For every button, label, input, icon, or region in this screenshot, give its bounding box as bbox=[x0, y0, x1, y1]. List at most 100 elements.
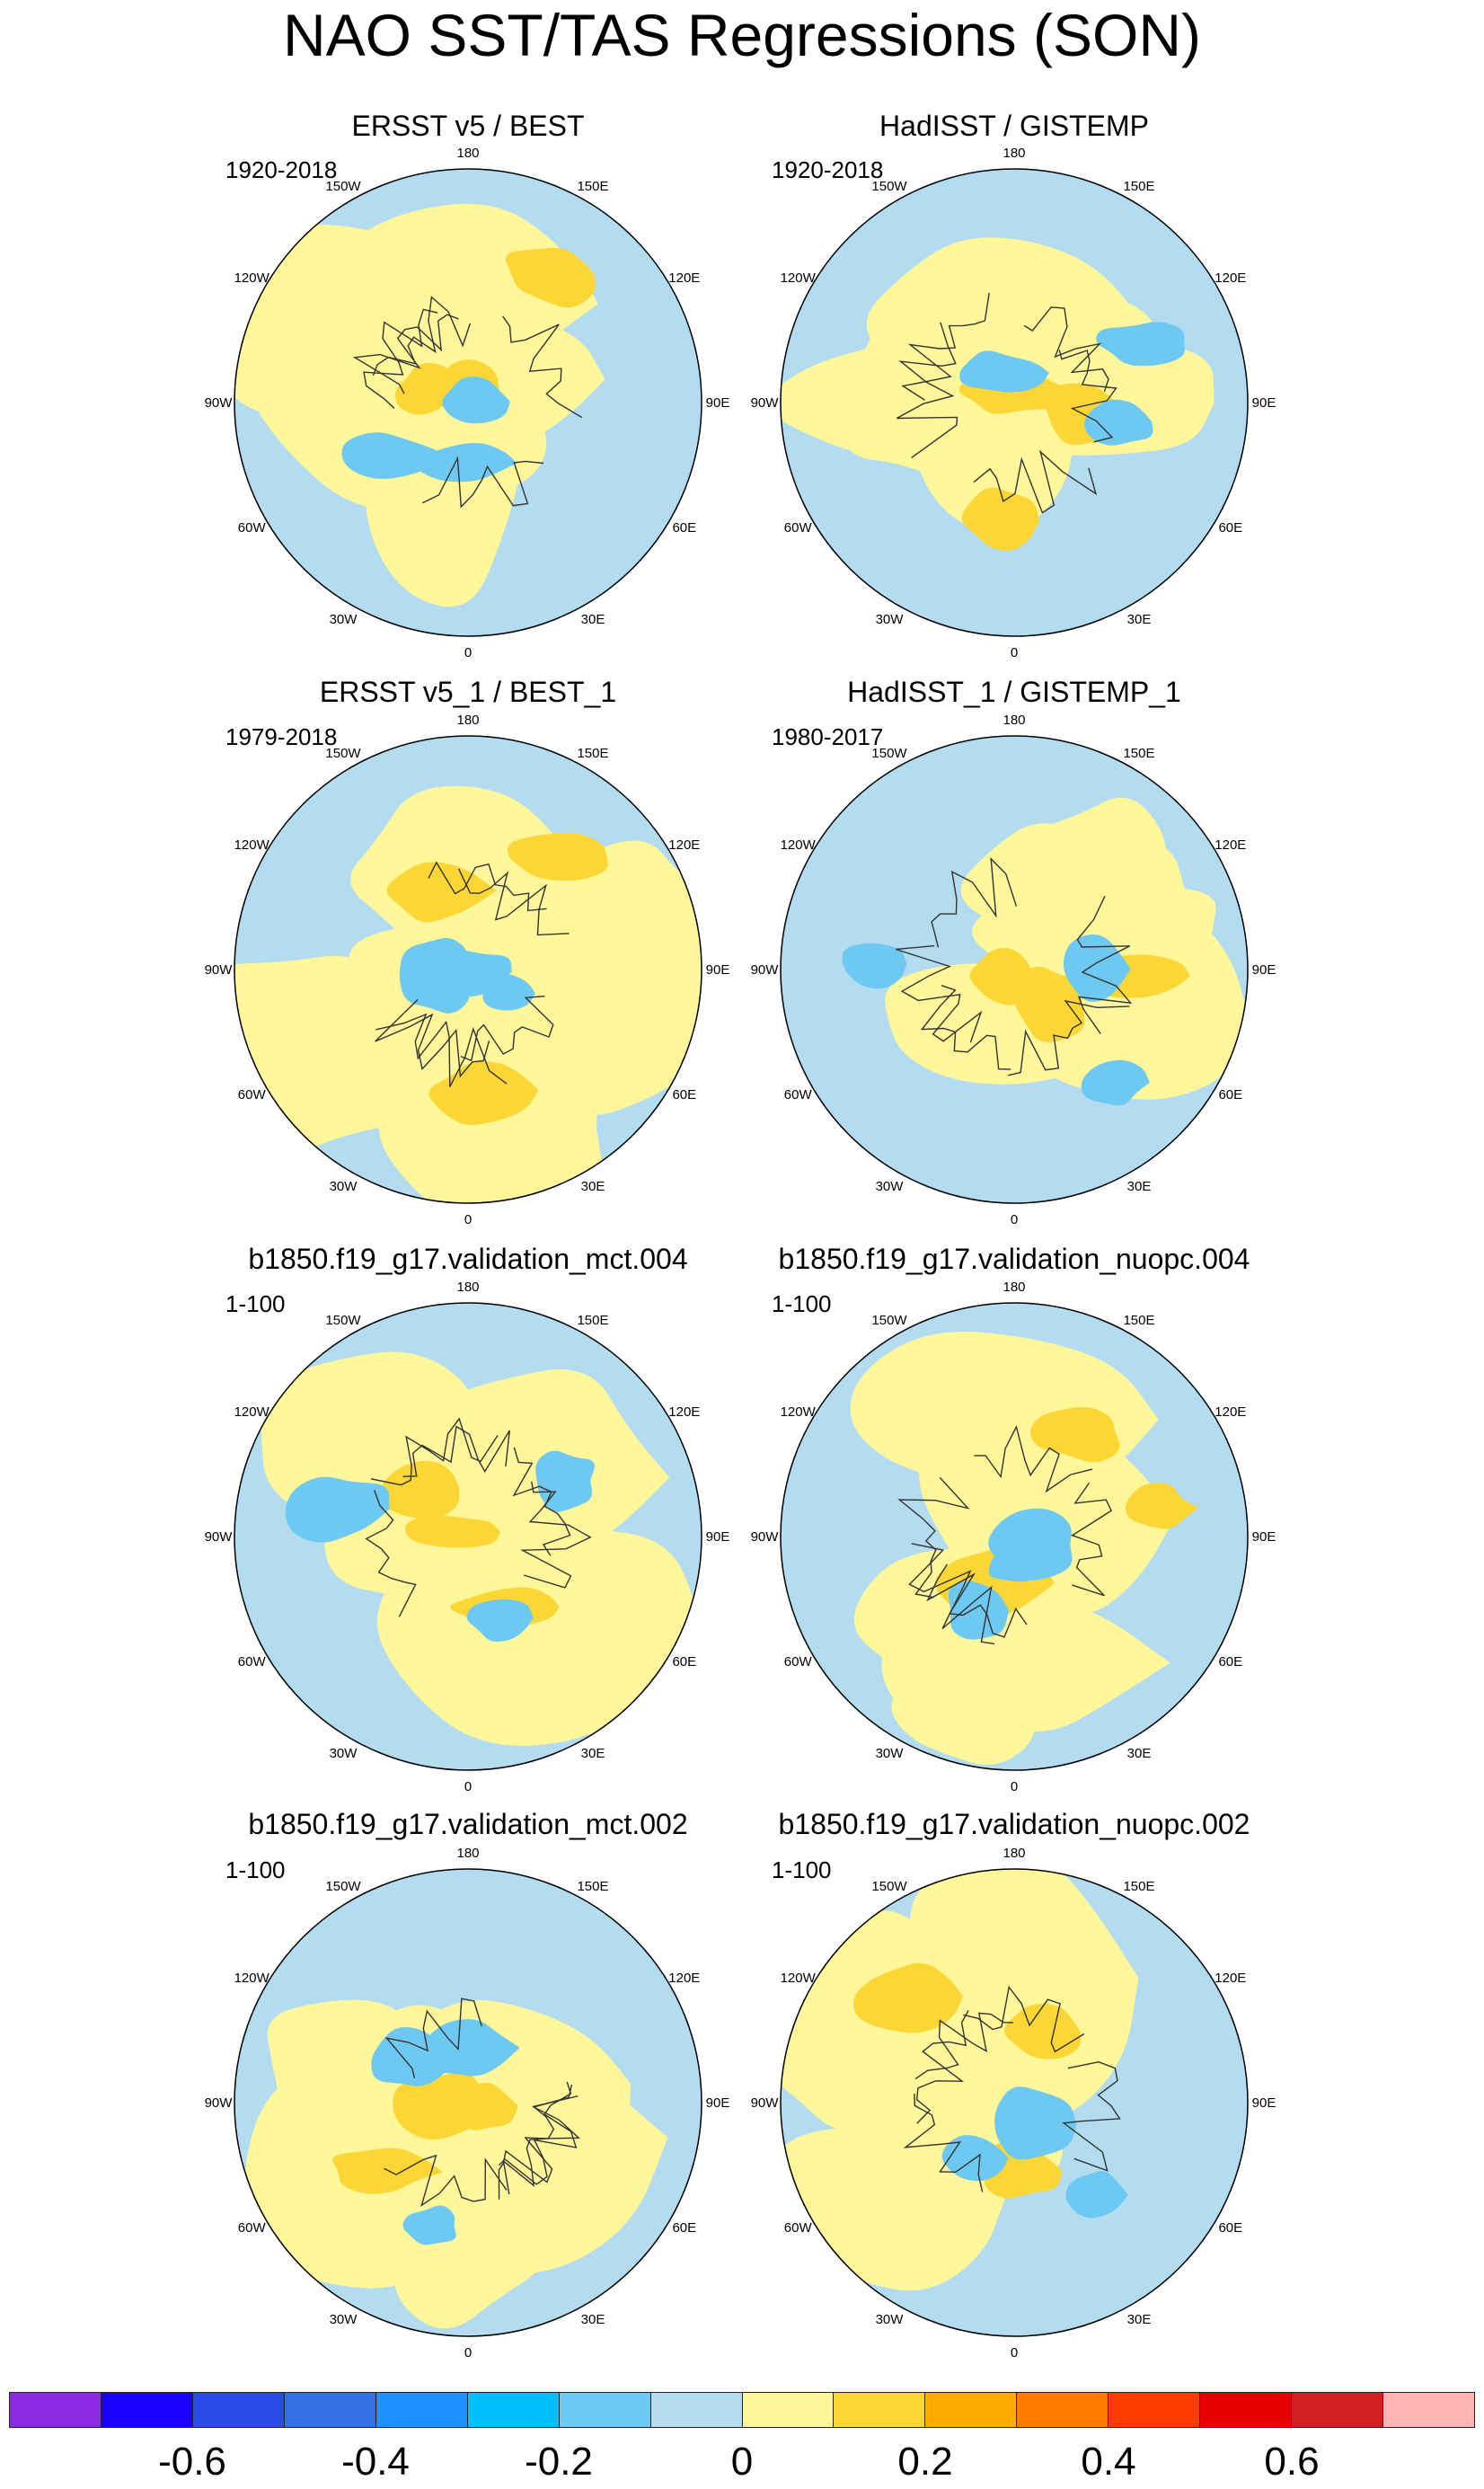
coastline bbox=[384, 1997, 482, 2078]
coastline bbox=[519, 1481, 592, 1589]
longitude-label: 150W bbox=[325, 179, 361, 194]
colorbar-swatch bbox=[1017, 2393, 1109, 2427]
panel-period: 1-100 bbox=[772, 1290, 832, 1317]
anomaly-region-negative bbox=[988, 1508, 1073, 1581]
longitude-label: 120W bbox=[234, 1404, 270, 1420]
colorbar-swatch bbox=[1200, 2393, 1293, 2427]
anomaly-region-strong-positive bbox=[386, 862, 497, 923]
longitude-label: 90E bbox=[706, 962, 730, 978]
colorbar-swatch bbox=[925, 2393, 1018, 2427]
coastline bbox=[1008, 999, 1130, 1076]
polar-map: 180 150E 120E 90E 60E 30E 0 30W 60W 90W 120W 150W bbox=[751, 1846, 1276, 2361]
longitude-label: 90E bbox=[706, 1529, 730, 1545]
longitude-label: 0 bbox=[464, 2345, 472, 2361]
longitude-label: 60E bbox=[672, 2220, 696, 2236]
map-border bbox=[780, 1868, 1249, 2337]
longitude-label: 90W bbox=[751, 1529, 780, 1545]
longitude-label: 180 bbox=[1003, 713, 1025, 728]
coastline bbox=[457, 868, 570, 936]
longitude-label: 150E bbox=[1123, 1313, 1154, 1328]
longitude-label: 60E bbox=[1218, 1654, 1242, 1670]
anomaly-region-strong-positive bbox=[1030, 1407, 1120, 1463]
anomaly-region-negative bbox=[842, 943, 907, 989]
longitude-label: 120E bbox=[668, 270, 700, 286]
colorbar-swatch bbox=[742, 2393, 835, 2427]
coastline bbox=[372, 296, 472, 376]
colorbar bbox=[9, 2392, 1475, 2428]
colorbar-swatch bbox=[375, 2393, 468, 2427]
colorbar-swatch bbox=[834, 2393, 926, 2427]
anomaly-region-negative bbox=[402, 2205, 456, 2245]
longitude-label: 150E bbox=[577, 746, 608, 761]
longitude-label: 150W bbox=[871, 1879, 907, 1894]
panel-period: 1-100 bbox=[225, 1290, 286, 1317]
coastline bbox=[1071, 1483, 1112, 1597]
colorbar-swatch bbox=[10, 2393, 102, 2427]
longitude-label: 90E bbox=[1252, 2095, 1276, 2111]
longitude-label: 150W bbox=[871, 179, 907, 194]
map-border bbox=[234, 735, 702, 1204]
longitude-label: 60E bbox=[1218, 1087, 1242, 1103]
anomaly-region-strong-positive bbox=[395, 363, 455, 415]
longitude-label: 150W bbox=[325, 1879, 361, 1894]
anomaly-region-strong-positive bbox=[405, 1515, 500, 1548]
longitude-label: 30E bbox=[581, 1179, 605, 1194]
longitude-label: 90E bbox=[706, 2095, 730, 2111]
colorbar-tick-label: -0.2 bbox=[525, 2440, 593, 2484]
longitude-label: 30W bbox=[330, 1179, 358, 1194]
coastline bbox=[896, 944, 983, 1043]
colorbar-swatch bbox=[1292, 2393, 1384, 2427]
coastline bbox=[375, 998, 490, 1078]
coastline bbox=[903, 2093, 984, 2192]
longitude-label: 120W bbox=[234, 270, 270, 286]
longitude-label: 90W bbox=[205, 2095, 234, 2111]
longitude-label: 30E bbox=[581, 1746, 605, 1761]
longitude-label: 120W bbox=[234, 1971, 270, 1986]
coastline bbox=[896, 322, 958, 458]
longitude-label: 120W bbox=[234, 837, 270, 853]
anomaly-region-strong-positive bbox=[853, 1962, 964, 2033]
longitude-label: 180 bbox=[456, 1280, 479, 1295]
coastline bbox=[973, 449, 1098, 514]
anomaly-region-negative bbox=[535, 1450, 595, 1512]
longitude-label: 30W bbox=[876, 1179, 905, 1194]
anomaly-region-strong-positive bbox=[961, 487, 1040, 551]
colorbar-swatch bbox=[467, 2393, 560, 2427]
longitude-label: 30E bbox=[581, 2312, 605, 2327]
longitude-label: 30E bbox=[1127, 1179, 1152, 1194]
coastline bbox=[897, 1476, 970, 1599]
coastline bbox=[370, 1417, 499, 1486]
colorbar-tick-label: 0.6 bbox=[1264, 2440, 1320, 2484]
coastline bbox=[908, 1543, 995, 1645]
coastline bbox=[926, 1563, 1028, 1638]
longitude-label: 150E bbox=[577, 1879, 608, 1894]
longitude-label: 150W bbox=[325, 1313, 361, 1328]
coastline bbox=[931, 856, 1018, 948]
longitude-label: 150E bbox=[1123, 746, 1154, 761]
longitude-label: 180 bbox=[1003, 1280, 1025, 1295]
coastline bbox=[915, 2010, 969, 2124]
anomaly-region-negative bbox=[994, 2086, 1077, 2160]
anomaly-region-negative bbox=[466, 1599, 534, 1643]
longitude-label: 0 bbox=[464, 1779, 472, 1794]
longitude-label: 120W bbox=[781, 837, 817, 853]
anomaly-region-strong-positive bbox=[969, 947, 1035, 1005]
longitude-label: 180 bbox=[1003, 1846, 1025, 1861]
longitude-label: 30W bbox=[330, 1746, 358, 1761]
longitude-label: 30E bbox=[1127, 2312, 1152, 2327]
map-border bbox=[780, 168, 1249, 637]
panel-title: b1850.f19_g17.validation_nuopc.002 bbox=[778, 1808, 1250, 1840]
longitude-label: 90W bbox=[205, 962, 234, 978]
polar-map: 180 150E 120E 90E 60E 30E 0 30W 60W 90W 120W 150W bbox=[751, 146, 1276, 660]
longitude-label: 60W bbox=[784, 1654, 813, 1670]
longitude-label: 0 bbox=[464, 1212, 472, 1227]
polar-map: 180 150E 120E 90E 60E 30E 0 30W 60W 90W 120W 150W bbox=[205, 1846, 730, 2361]
anomaly-region-negative bbox=[1083, 399, 1153, 446]
anomaly-region-negative bbox=[341, 432, 452, 480]
colorbar-tick-label: -0.4 bbox=[341, 2440, 410, 2484]
coastline bbox=[963, 1985, 1085, 2053]
coastline bbox=[512, 1447, 571, 1556]
longitude-label: 60W bbox=[238, 2220, 267, 2236]
longitude-label: 150E bbox=[577, 1313, 608, 1328]
longitude-label: 150W bbox=[871, 746, 907, 761]
